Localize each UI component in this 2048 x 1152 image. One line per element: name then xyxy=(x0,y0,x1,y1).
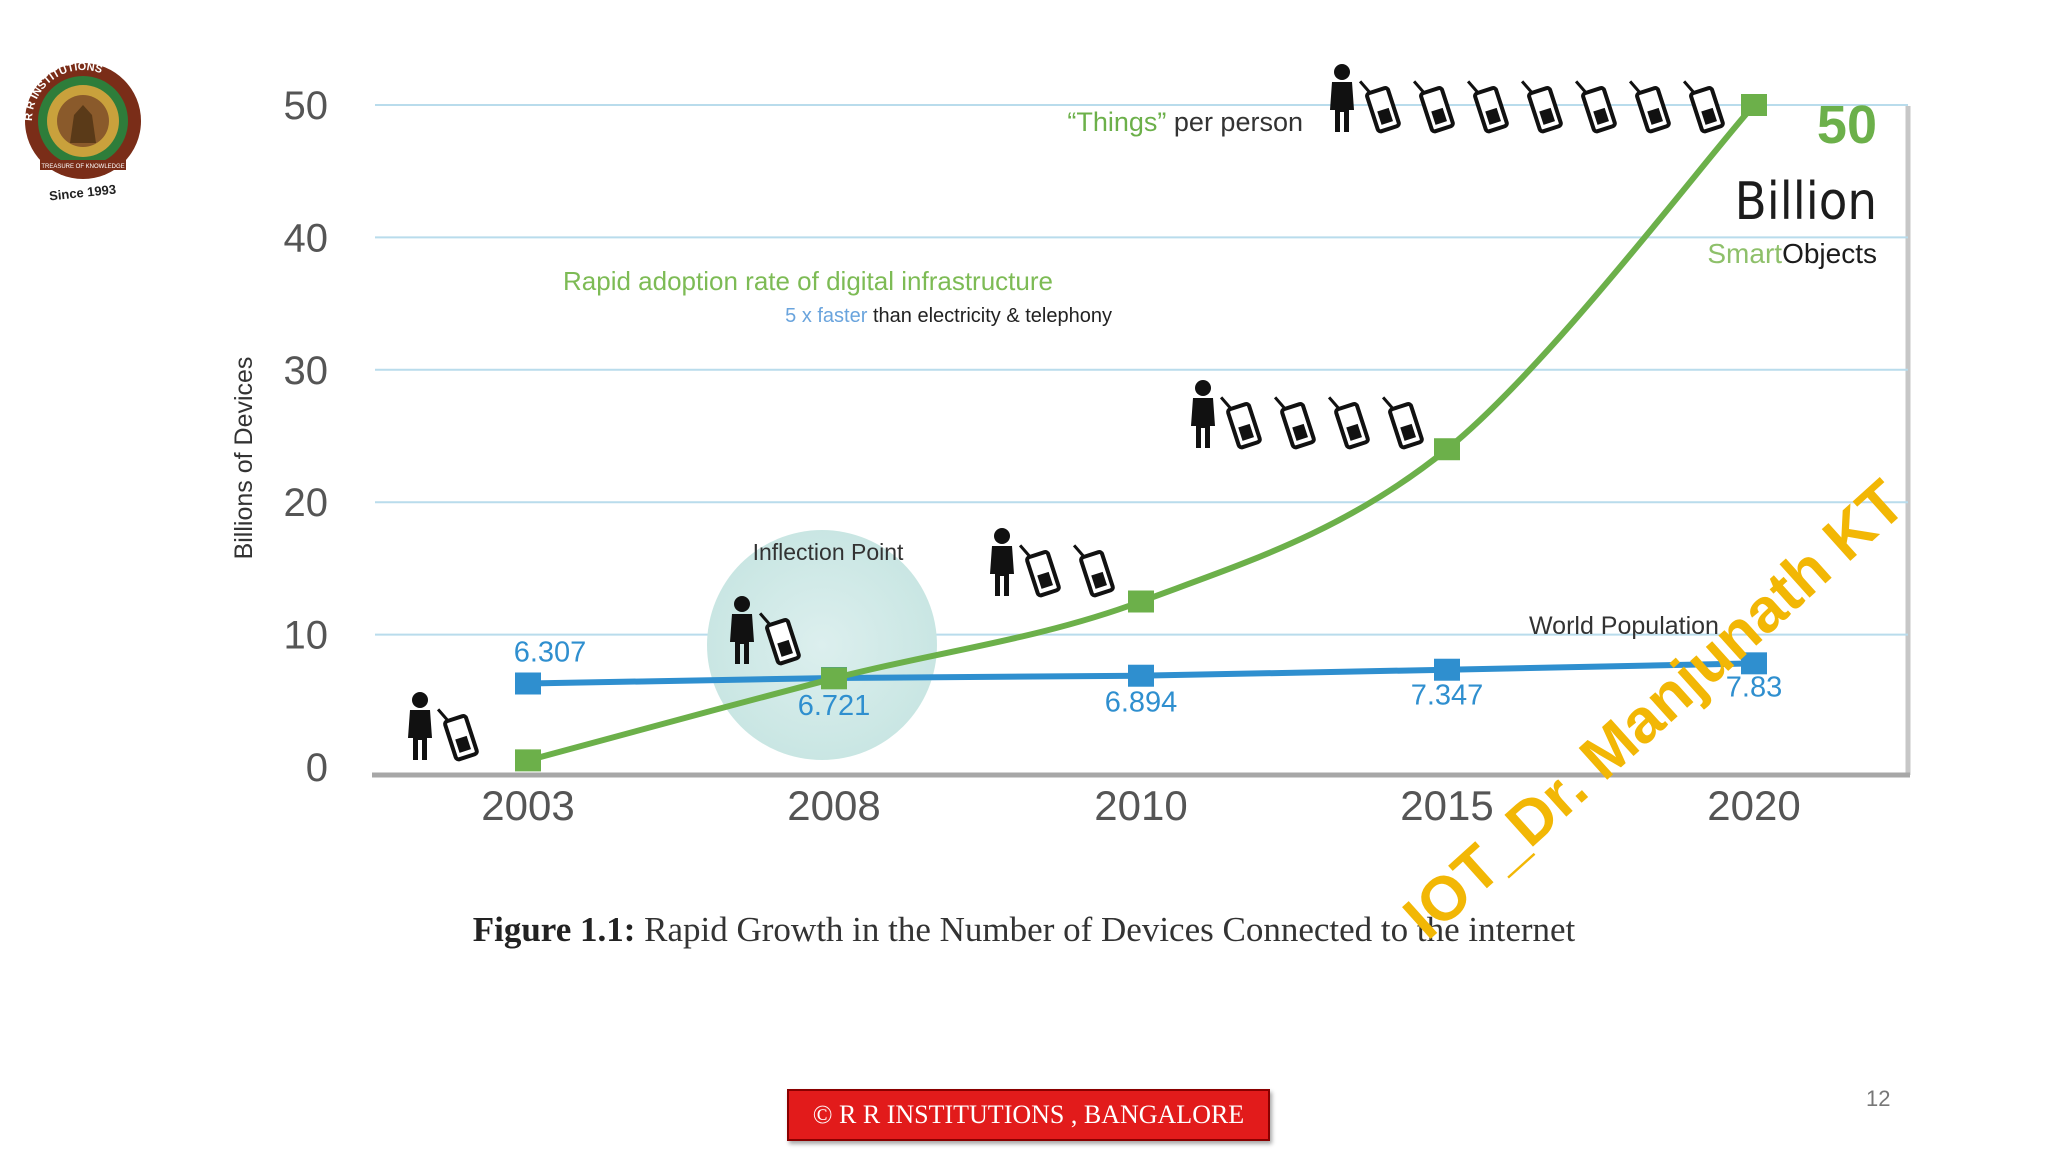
inflection-point-circle xyxy=(707,530,937,760)
y-tick-40: 40 xyxy=(284,216,329,260)
point-population-2015 xyxy=(1434,658,1460,681)
point-things-2008 xyxy=(821,667,847,690)
world-population-label: World Population xyxy=(1529,612,1719,640)
faster-blue-text: 5 x faster xyxy=(785,305,868,327)
device-icon xyxy=(1520,71,1564,135)
things-word: “Things” xyxy=(1067,107,1166,137)
y-tick-labels: 0 10 20 30 40 50 xyxy=(284,84,329,790)
smart-word: Smart xyxy=(1707,238,1782,269)
grid-lines xyxy=(375,104,1908,636)
per-person-word: per person xyxy=(1166,107,1303,137)
point-things-2003 xyxy=(515,749,541,772)
y-tick-30: 30 xyxy=(284,349,329,393)
point-population-2003 xyxy=(515,672,541,695)
x-tick-2020: 2020 xyxy=(1707,782,1800,829)
series-line-things xyxy=(527,103,1757,764)
point-population-2020 xyxy=(1741,652,1767,675)
person-icon xyxy=(1330,64,1354,132)
person-icon xyxy=(1191,380,1215,448)
population-value-2015: 7.347 xyxy=(1411,680,1484,712)
x-tick-labels: 2003 2008 2010 2015 2020 xyxy=(481,782,1800,829)
population-value-2003: 6.307 xyxy=(514,636,587,668)
things-per-person-label: “Things” per person xyxy=(1067,107,1303,137)
rr-institutions-logo: R R INSTITUTIONS TREASURE OF KNOWLEDGE S… xyxy=(23,61,141,204)
device-icon xyxy=(1018,535,1062,599)
y-tick-0: 0 xyxy=(306,746,328,790)
series-lines xyxy=(515,94,1767,772)
faster-than-label: 5 x faster than electricity & telephony xyxy=(785,305,1112,327)
person-icon xyxy=(990,528,1014,596)
y-tick-20: 20 xyxy=(284,481,329,525)
billion-label: Billion xyxy=(1735,172,1877,232)
smart-objects-label: SmartObjects xyxy=(1707,238,1877,269)
x-tick-2010: 2010 xyxy=(1094,782,1187,829)
footer-banner: © R R INSTITUTIONS , BANGALORE xyxy=(787,1089,1270,1141)
page-number: 12 xyxy=(1866,1086,1891,1111)
x-tick-2003: 2003 xyxy=(481,782,574,829)
objects-word: Objects xyxy=(1782,238,1877,269)
point-things-2015 xyxy=(1434,438,1460,461)
caption-text: Rapid Growth in the Number of Devices Co… xyxy=(635,910,1576,949)
logo-since: Since 1993 xyxy=(48,182,116,204)
device-icon xyxy=(1219,387,1263,451)
figure-caption: Figure 1.1: Rapid Growth in the Number o… xyxy=(0,910,2048,950)
faster-rest-text: than electricity & telephony xyxy=(867,305,1112,327)
point-things-2020 xyxy=(1741,94,1767,116)
population-value-labels: 6.307 6.721 6.894 7.347 7.83 xyxy=(514,636,1783,722)
device-icon xyxy=(1381,387,1425,451)
person-device-group-3 xyxy=(990,528,1116,599)
x-tick-2008: 2008 xyxy=(787,782,880,829)
point-things-2010 xyxy=(1128,590,1154,613)
person-device-group-5 xyxy=(1330,64,1726,135)
inflection-point-label: Inflection Point xyxy=(753,539,904,565)
person-device-group-1 xyxy=(408,692,480,763)
device-icon xyxy=(1466,71,1510,135)
devices-growth-chart: 0 10 20 30 40 50 2003 2008 2010 2015 2020 Billion… xyxy=(230,64,1911,829)
device-icon xyxy=(1273,387,1317,451)
person-device-group-4 xyxy=(1191,380,1425,451)
device-icon xyxy=(1574,71,1618,135)
device-icon xyxy=(1072,535,1116,599)
device-icon xyxy=(1628,71,1672,135)
population-value-2020: 7.83 xyxy=(1726,671,1782,703)
device-icon xyxy=(1682,71,1726,135)
population-value-2008: 6.721 xyxy=(798,690,871,722)
population-value-2010: 6.894 xyxy=(1105,687,1178,719)
big-number-50: 50 xyxy=(1817,95,1877,155)
adoption-rate-title: Rapid adoption rate of digital infrastru… xyxy=(563,266,1053,296)
device-icon xyxy=(436,699,480,763)
y-axis-label: Billions of Devices xyxy=(230,357,258,560)
y-tick-50: 50 xyxy=(284,84,329,128)
y-tick-10: 10 xyxy=(284,614,329,658)
x-tick-2015: 2015 xyxy=(1400,782,1493,829)
point-population-2010 xyxy=(1128,664,1154,687)
device-icon xyxy=(1412,71,1456,135)
devices-per-person-icons xyxy=(408,64,1726,763)
person-icon xyxy=(408,692,432,760)
device-icon xyxy=(1327,387,1371,451)
device-icon xyxy=(1358,71,1402,135)
caption-number: Figure 1.1: xyxy=(472,910,636,949)
logo-motto: TREASURE OF KNOWLEDGE xyxy=(41,164,124,170)
